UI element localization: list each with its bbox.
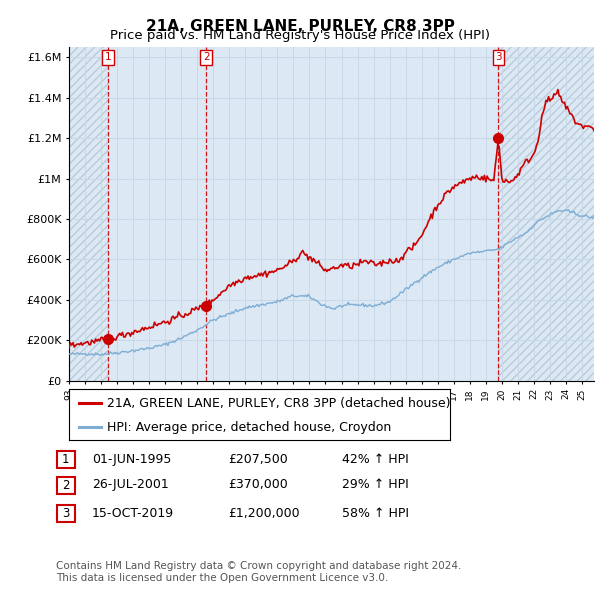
Bar bbox=[69, 47, 108, 381]
Bar bbox=[108, 47, 499, 381]
Text: £370,000: £370,000 bbox=[228, 478, 288, 491]
Bar bbox=[69, 47, 108, 381]
Text: 1: 1 bbox=[62, 453, 70, 466]
Text: Contains HM Land Registry data © Crown copyright and database right 2024.
This d: Contains HM Land Registry data © Crown c… bbox=[56, 561, 461, 583]
Text: 42% ↑ HPI: 42% ↑ HPI bbox=[342, 453, 409, 466]
Text: £207,500: £207,500 bbox=[228, 453, 288, 466]
Bar bbox=[499, 47, 594, 381]
Bar bbox=[108, 47, 499, 381]
Text: 26-JUL-2001: 26-JUL-2001 bbox=[92, 478, 169, 491]
Text: 2: 2 bbox=[62, 478, 70, 492]
Text: HPI: Average price, detached house, Croydon: HPI: Average price, detached house, Croy… bbox=[107, 421, 391, 434]
Text: 01-JUN-1995: 01-JUN-1995 bbox=[92, 453, 171, 466]
Text: 21A, GREEN LANE, PURLEY, CR8 3PP: 21A, GREEN LANE, PURLEY, CR8 3PP bbox=[146, 19, 454, 34]
Text: 58% ↑ HPI: 58% ↑ HPI bbox=[342, 507, 409, 520]
Text: 29% ↑ HPI: 29% ↑ HPI bbox=[342, 478, 409, 491]
Text: Price paid vs. HM Land Registry's House Price Index (HPI): Price paid vs. HM Land Registry's House … bbox=[110, 30, 490, 42]
Text: 1: 1 bbox=[104, 52, 111, 62]
Text: 3: 3 bbox=[495, 52, 502, 62]
Text: 21A, GREEN LANE, PURLEY, CR8 3PP (detached house): 21A, GREEN LANE, PURLEY, CR8 3PP (detach… bbox=[107, 397, 451, 410]
Bar bbox=[499, 47, 594, 381]
Text: 15-OCT-2019: 15-OCT-2019 bbox=[92, 507, 174, 520]
Text: 3: 3 bbox=[62, 507, 70, 520]
Text: £1,200,000: £1,200,000 bbox=[228, 507, 299, 520]
Text: 2: 2 bbox=[203, 52, 209, 62]
